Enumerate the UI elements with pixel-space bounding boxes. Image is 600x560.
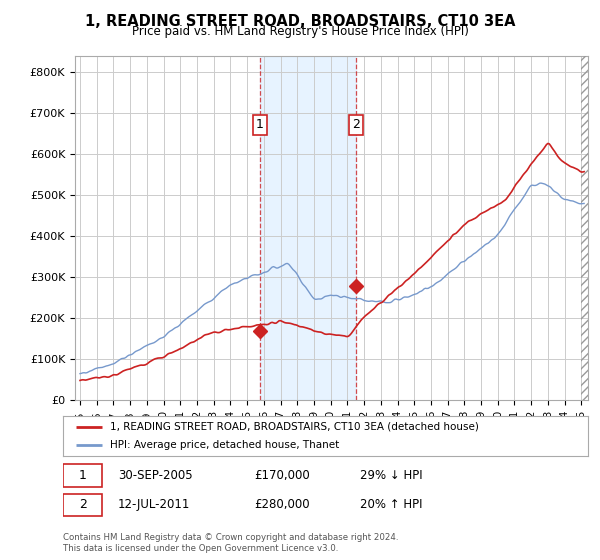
Text: 20% ↑ HPI: 20% ↑ HPI xyxy=(359,498,422,511)
Text: Price paid vs. HM Land Registry's House Price Index (HPI): Price paid vs. HM Land Registry's House … xyxy=(131,25,469,38)
Text: 1, READING STREET ROAD, BROADSTAIRS, CT10 3EA (detached house): 1, READING STREET ROAD, BROADSTAIRS, CT1… xyxy=(110,422,479,432)
Text: Contains HM Land Registry data © Crown copyright and database right 2024.
This d: Contains HM Land Registry data © Crown c… xyxy=(63,533,398,553)
Text: 2: 2 xyxy=(79,498,86,511)
Text: 1: 1 xyxy=(79,469,86,482)
Text: 30-SEP-2005: 30-SEP-2005 xyxy=(118,469,193,482)
Text: £280,000: £280,000 xyxy=(254,498,310,511)
Text: 1: 1 xyxy=(256,118,263,132)
Bar xyxy=(581,56,596,400)
Bar xyxy=(260,56,356,400)
FancyBboxPatch shape xyxy=(63,493,103,516)
FancyBboxPatch shape xyxy=(63,464,103,487)
Text: 1, READING STREET ROAD, BROADSTAIRS, CT10 3EA: 1, READING STREET ROAD, BROADSTAIRS, CT1… xyxy=(85,14,515,29)
Text: 2: 2 xyxy=(352,118,361,132)
Text: £170,000: £170,000 xyxy=(254,469,310,482)
Text: 29% ↓ HPI: 29% ↓ HPI xyxy=(359,469,422,482)
Bar xyxy=(581,56,598,400)
Text: 12-JUL-2011: 12-JUL-2011 xyxy=(118,498,191,511)
Text: HPI: Average price, detached house, Thanet: HPI: Average price, detached house, Than… xyxy=(110,440,340,450)
